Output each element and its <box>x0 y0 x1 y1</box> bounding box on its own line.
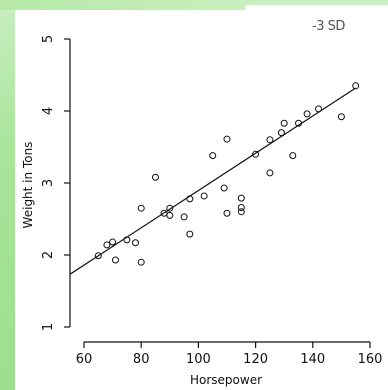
scatter-point <box>131 239 139 247</box>
scatter-point <box>94 252 102 260</box>
scatter-point <box>180 213 188 221</box>
x-tick-label: 60 <box>76 352 93 367</box>
scatter-point <box>337 113 345 121</box>
x-tick-label: 140 <box>300 352 325 367</box>
y-tick-label: 1 <box>41 323 56 331</box>
top-strip <box>0 0 245 10</box>
scatter-point <box>223 209 231 217</box>
scatter-point <box>137 204 145 212</box>
scatter-point <box>209 152 217 160</box>
scatter-point <box>237 194 245 202</box>
scatter-point <box>111 256 119 264</box>
y-tick-label: 2 <box>41 251 56 259</box>
scatter-point <box>152 173 159 181</box>
x-ticks: 60 80 100 120 140 160 <box>76 342 383 367</box>
y-axis-label: Weight in Tons <box>21 142 35 229</box>
scatter-point <box>237 208 245 216</box>
scatter-point <box>220 184 228 192</box>
scatter-point <box>109 238 117 246</box>
data-points <box>94 82 360 266</box>
x-tick-label: 100 <box>186 352 211 367</box>
trendline <box>69 87 357 275</box>
scatter-point <box>186 230 194 238</box>
scatter-point <box>186 195 194 203</box>
y-tick-label: 3 <box>41 179 56 187</box>
scatter-point <box>266 136 274 144</box>
x-tick-label: 80 <box>133 352 150 367</box>
x-tick-label: 160 <box>358 352 383 367</box>
scatter-point <box>252 150 260 158</box>
scatter-point <box>289 152 297 160</box>
scatter-point <box>166 211 174 219</box>
badge-label: -3 SD <box>312 19 345 34</box>
scatter-point <box>237 203 245 211</box>
scatter-point <box>200 192 208 200</box>
scatter-point <box>266 169 274 177</box>
scatter-point <box>295 119 302 127</box>
y-tick-label: 4 <box>41 107 56 115</box>
scatter-point <box>315 105 323 113</box>
y-ticks: 1 2 3 4 5 <box>41 35 70 331</box>
scatter-point <box>352 82 360 90</box>
x-tick-label: 120 <box>243 352 268 367</box>
scatter-point <box>123 236 131 244</box>
scatter-point <box>280 119 288 127</box>
y-tick-label: 5 <box>41 35 56 43</box>
scatter-point <box>223 135 231 143</box>
scatter-point <box>137 258 145 266</box>
scatter-point <box>103 241 111 249</box>
x-axis-label: Horsepower <box>190 373 262 387</box>
scatter-point <box>166 204 174 212</box>
scatter-point <box>303 110 311 118</box>
scatter-point <box>277 129 285 137</box>
